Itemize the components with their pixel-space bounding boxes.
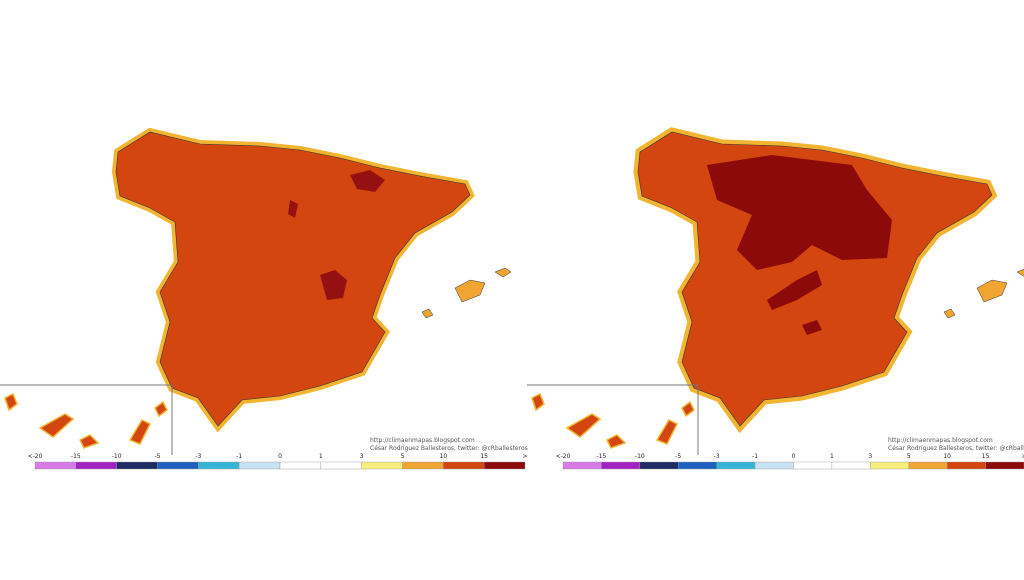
legend-swatch xyxy=(562,461,602,470)
legend-swatch xyxy=(238,461,281,470)
credit-author: César Rodríguez Ballesteros, twitter: @c… xyxy=(370,445,528,452)
legend-label: 0 xyxy=(278,453,282,460)
legend-swatch xyxy=(946,461,986,470)
map-left xyxy=(0,131,512,455)
legend-label: 3 xyxy=(868,453,872,460)
legend-label: 0 xyxy=(792,453,796,460)
legend-label: -1 xyxy=(752,453,758,460)
credit-author: César Rodríguez Ballesteros, twitter: @c… xyxy=(888,445,1024,452)
legend-swatch xyxy=(361,461,403,470)
balearic xyxy=(421,267,512,319)
region-fill xyxy=(115,131,471,427)
inset-frame xyxy=(0,384,173,455)
hot-area xyxy=(707,155,892,335)
legend-swatch xyxy=(320,461,362,470)
legend-swatch xyxy=(908,461,948,470)
hot-area xyxy=(288,170,385,300)
legends: <-20 -15 -10 -5 -3 -1 0 1 3 5 10 15 > <-20 -15 -10 -5 -3-… xyxy=(28,453,1024,470)
legend-label: -15 xyxy=(597,453,607,460)
legend-label: > xyxy=(1021,453,1024,460)
legend-label: -3 xyxy=(195,453,201,460)
legend-label: 10 xyxy=(943,453,951,460)
legend-swatch xyxy=(279,461,322,470)
legend-swatch xyxy=(678,461,717,470)
legend-swatch xyxy=(157,461,199,470)
legend-swatch xyxy=(601,461,641,470)
map-right xyxy=(527,132,1024,455)
legend-swatch xyxy=(716,461,756,470)
legend-label: -10 xyxy=(112,453,122,460)
legend-label: -1 xyxy=(236,453,242,460)
legend-label: 15 xyxy=(480,453,488,460)
legend-label: -5 xyxy=(155,453,161,460)
legend-label: 10 xyxy=(440,453,448,460)
legend-label: 3 xyxy=(360,453,364,460)
canary xyxy=(531,392,695,449)
inset-frame xyxy=(527,384,699,455)
legend-swatch xyxy=(116,461,158,470)
legend-label: -10 xyxy=(635,453,645,460)
legend-label: 15 xyxy=(982,453,990,460)
credit-url: http://climaenmapas.blogspot.com xyxy=(888,437,993,444)
credit-url: http://climaenmapas.blogspot.com xyxy=(370,437,475,444)
legend-label: 1 xyxy=(319,453,323,460)
balearic xyxy=(943,268,1024,319)
legend-swatch xyxy=(831,461,871,470)
legend-label: 1 xyxy=(830,453,834,460)
legend-label: 5 xyxy=(907,453,911,460)
legend-swatch xyxy=(443,461,485,470)
canary xyxy=(4,392,168,449)
legend-label: -5 xyxy=(675,453,681,460)
legend-label: <-20 xyxy=(556,453,571,460)
legend-swatch xyxy=(754,461,794,470)
legend-label: > xyxy=(522,453,527,460)
legend-swatch xyxy=(75,461,117,470)
legend-swatch xyxy=(402,461,444,470)
legend-swatch xyxy=(639,461,679,470)
legend-swatch xyxy=(483,461,526,470)
legend-swatch xyxy=(34,461,77,470)
legend-label: <-20 xyxy=(28,453,43,460)
legend-swatch xyxy=(793,461,833,470)
legend-label: 5 xyxy=(401,453,405,460)
legend-label: -15 xyxy=(71,453,81,460)
legend-label: -3 xyxy=(714,453,720,460)
legend-swatch xyxy=(870,461,909,470)
legend-swatch xyxy=(198,461,240,470)
legend-swatch xyxy=(985,461,1024,470)
